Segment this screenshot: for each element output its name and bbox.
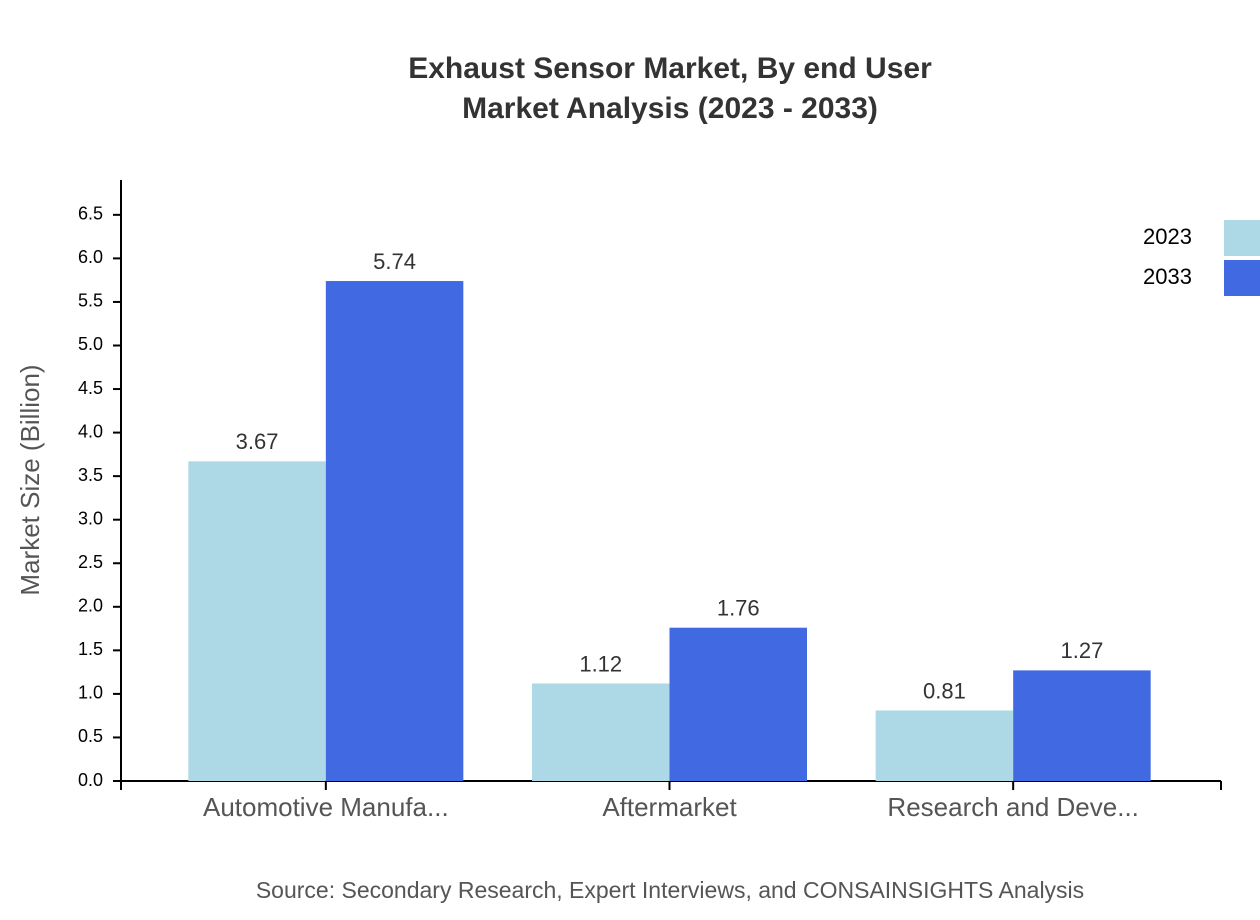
y-tick-label: 2.0	[78, 596, 103, 616]
bar	[1013, 670, 1151, 781]
bar	[669, 627, 807, 781]
x-tick-label: Automotive Manufa...	[203, 792, 449, 822]
source-note: Source: Secondary Research, Expert Inter…	[256, 877, 1084, 903]
y-tick-label: 6.5	[78, 204, 103, 224]
bar	[325, 281, 464, 781]
y-tick-label: 1.5	[78, 639, 103, 659]
chart-subtitle: Market Analysis (2023 - 2033)	[462, 92, 878, 125]
bar	[188, 461, 326, 781]
data-label: 0.81	[923, 678, 966, 703]
y-axis-label: Market Size (Billion)	[15, 364, 45, 595]
y-tick-label: 5.0	[78, 334, 103, 354]
y-tick-label: 0.5	[78, 726, 103, 746]
data-label: 1.76	[717, 596, 760, 621]
x-tick-label: Aftermarket	[602, 792, 737, 822]
data-label: 1.12	[579, 651, 622, 676]
bar	[875, 710, 1014, 781]
y-tick-label: 5.5	[78, 291, 103, 311]
y-tick-label: 2.5	[78, 552, 103, 572]
data-label: 3.67	[236, 429, 279, 454]
data-label: 5.74	[373, 249, 416, 274]
y-tick-label: 4.0	[78, 421, 103, 441]
y-tick-label: 3.5	[78, 465, 103, 485]
x-tick-label: Research and Deve...	[887, 792, 1138, 822]
legend-label: 2023	[1143, 224, 1192, 249]
y-tick-label: 4.5	[78, 378, 103, 398]
data-label: 1.27	[1061, 638, 1104, 663]
y-tick-label: 6.0	[78, 247, 103, 267]
legend-swatch	[1224, 220, 1260, 256]
y-tick-label: 3.0	[78, 508, 103, 528]
bar	[532, 683, 670, 781]
legend-label: 2033	[1143, 264, 1192, 289]
y-tick-label: 1.0	[78, 683, 103, 703]
chart-title: Exhaust Sensor Market, By end User	[408, 52, 932, 85]
legend-swatch	[1224, 260, 1260, 296]
y-tick-label: 0.0	[78, 770, 103, 790]
